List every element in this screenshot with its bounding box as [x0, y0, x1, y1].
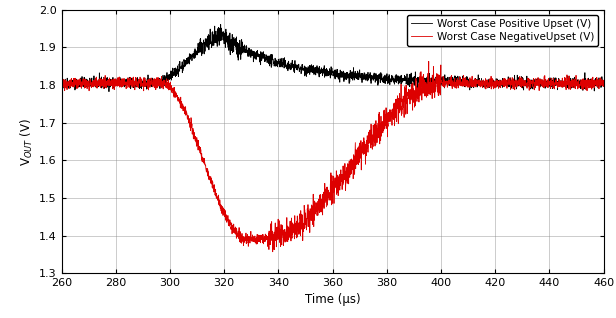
Worst Case Positive Upset (V) [105, 90, 113, 93]
Worst Case NegativeUpset (V) [58, 86, 65, 90]
Line: Worst Case Positive Upset (V): Worst Case Positive Upset (V) [62, 24, 604, 92]
Worst Case Positive Upset (V) [290, 63, 297, 67]
Worst Case NegativeUpset (V) [120, 84, 127, 88]
Worst Case NegativeUpset (V) [425, 59, 432, 63]
Worst Case Positive Upset (V) [600, 82, 607, 86]
Worst Case NegativeUpset (V) [269, 250, 277, 254]
Line: Worst Case NegativeUpset (V): Worst Case NegativeUpset (V) [62, 61, 604, 252]
Worst Case Positive Upset (V) [266, 60, 274, 64]
Worst Case NegativeUpset (V) [290, 228, 297, 232]
Worst Case NegativeUpset (V) [265, 237, 273, 241]
Legend: Worst Case Positive Upset (V), Worst Case NegativeUpset (V): Worst Case Positive Upset (V), Worst Cas… [407, 15, 599, 46]
Worst Case Positive Upset (V) [217, 23, 224, 26]
X-axis label: Time (μs): Time (μs) [305, 293, 360, 306]
Y-axis label: V$_{OUT}$ (V): V$_{OUT}$ (V) [18, 118, 35, 165]
Worst Case NegativeUpset (V) [531, 81, 538, 85]
Worst Case NegativeUpset (V) [152, 80, 160, 84]
Worst Case Positive Upset (V) [152, 80, 160, 83]
Worst Case Positive Upset (V) [531, 77, 538, 81]
Worst Case Positive Upset (V) [120, 82, 128, 86]
Worst Case Positive Upset (V) [590, 80, 597, 83]
Worst Case NegativeUpset (V) [600, 84, 607, 88]
Worst Case NegativeUpset (V) [590, 81, 597, 85]
Worst Case Positive Upset (V) [58, 80, 65, 84]
